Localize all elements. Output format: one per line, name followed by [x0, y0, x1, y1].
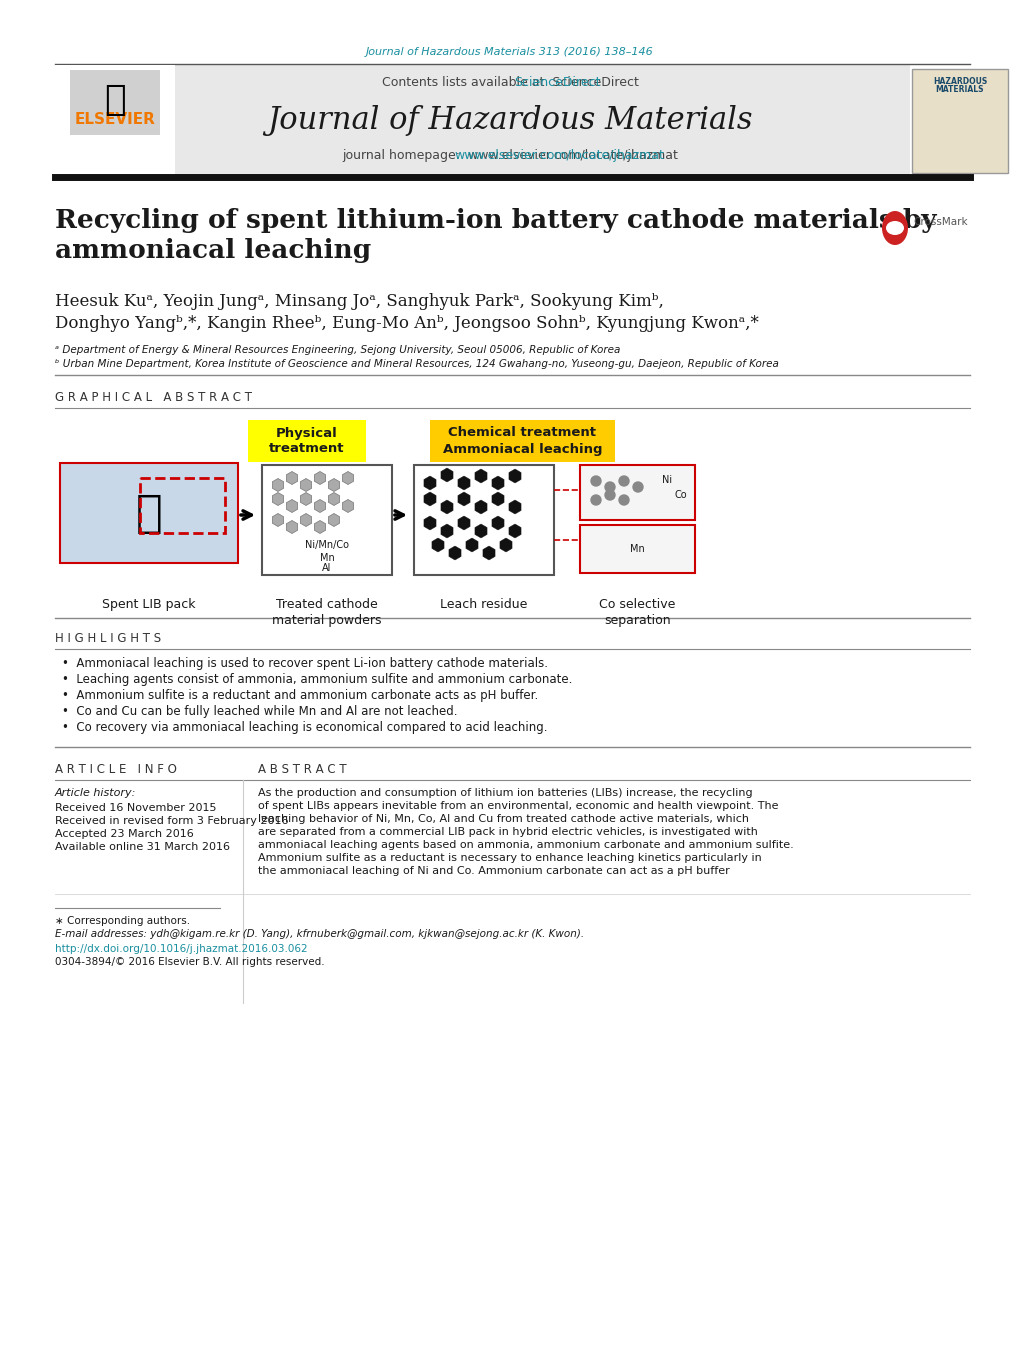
Text: Physical: Physical	[276, 427, 337, 439]
Text: Leach residue: Leach residue	[440, 598, 527, 611]
Text: journal homepage:  www.elsevier.com/locate/jhazmat: journal homepage: www.elsevier.com/locat…	[341, 149, 678, 162]
Circle shape	[604, 482, 614, 492]
Text: Contents lists available at  ScienceDirect: Contents lists available at ScienceDirec…	[381, 77, 638, 89]
Text: 0304-3894/© 2016 Elsevier B.V. All rights reserved.: 0304-3894/© 2016 Elsevier B.V. All right…	[55, 957, 324, 967]
Ellipse shape	[881, 211, 907, 245]
Text: ᵃ Department of Energy & Mineral Resources Engineering, Sejong University, Seoul: ᵃ Department of Energy & Mineral Resourc…	[55, 345, 620, 355]
Bar	[580, 526, 694, 573]
Text: Recycling of spent lithium-ion battery cathode materials by: Recycling of spent lithium-ion battery c…	[55, 208, 935, 232]
Bar	[140, 478, 225, 534]
Text: Journal of Hazardous Materials: Journal of Hazardous Materials	[267, 105, 752, 136]
Text: Al: Al	[322, 563, 331, 573]
Text: Ammonium sulfite as a reductant is necessary to enhance leaching kinetics partic: Ammonium sulfite as a reductant is neces…	[258, 852, 761, 863]
Text: H I G H L I G H T S: H I G H L I G H T S	[55, 632, 161, 644]
Text: 🚗: 🚗	[136, 492, 162, 535]
Text: Journal of Hazardous Materials 313 (2016) 138–146: Journal of Hazardous Materials 313 (2016…	[366, 47, 653, 57]
Circle shape	[619, 476, 629, 486]
Text: ᵇ Urban Mine Department, Korea Institute of Geoscience and Mineral Resources, 12: ᵇ Urban Mine Department, Korea Institute…	[55, 359, 779, 369]
Text: Received in revised form 3 February 2016: Received in revised form 3 February 2016	[55, 816, 288, 825]
Text: 🌲: 🌲	[104, 82, 125, 118]
Text: the ammoniacal leaching of Ni and Co. Ammonium carbonate can act as a pH buffer: the ammoniacal leaching of Ni and Co. Am…	[258, 866, 729, 875]
Text: Heesuk Kuᵃ, Yeojin Jungᵃ, Minsang Joᵃ, Sanghyuk Parkᵃ, Sookyung Kimᵇ,: Heesuk Kuᵃ, Yeojin Jungᵃ, Minsang Joᵃ, S…	[55, 293, 663, 309]
Bar	[414, 465, 553, 576]
Text: of spent LIBs appears inevitable from an environmental, economic and health view: of spent LIBs appears inevitable from an…	[258, 801, 777, 811]
Text: A R T I C L E   I N F O: A R T I C L E I N F O	[55, 763, 176, 775]
Bar	[248, 420, 366, 462]
Text: A B S T R A C T: A B S T R A C T	[258, 763, 346, 775]
Text: G R A P H I C A L   A B S T R A C T: G R A P H I C A L A B S T R A C T	[55, 390, 252, 404]
Text: Mn: Mn	[319, 553, 334, 563]
Text: Mn: Mn	[630, 544, 644, 554]
Text: Ni: Ni	[661, 476, 672, 485]
Text: Article history:: Article history:	[55, 788, 137, 798]
Ellipse shape	[886, 222, 903, 235]
Text: ∗ Corresponding authors.: ∗ Corresponding authors.	[55, 916, 190, 925]
Text: Chemical treatment: Chemical treatment	[448, 427, 596, 439]
Text: Received 16 November 2015: Received 16 November 2015	[55, 802, 216, 813]
Text: www.elsevier.com/locate/jhazmat: www.elsevier.com/locate/jhazmat	[453, 149, 663, 162]
Text: CrossMark: CrossMark	[912, 218, 967, 227]
Text: Spent LIB pack: Spent LIB pack	[102, 598, 196, 611]
Text: E-mail addresses: ydh@kigam.re.kr (D. Yang), kfrnuberk@gmail.com, kjkwan@sejong.: E-mail addresses: ydh@kigam.re.kr (D. Ya…	[55, 929, 584, 939]
Text: Ammoniacal leaching: Ammoniacal leaching	[442, 443, 601, 455]
Text: As the production and consumption of lithium ion batteries (LIBs) increase, the : As the production and consumption of lit…	[258, 788, 752, 798]
Bar	[911, 69, 1007, 173]
Circle shape	[590, 476, 600, 486]
Text: leaching behavior of Ni, Mn, Co, Al and Cu from treated cathode active materials: leaching behavior of Ni, Mn, Co, Al and …	[258, 815, 748, 824]
Text: ammoniacal leaching: ammoniacal leaching	[55, 238, 371, 263]
Bar	[70, 70, 160, 135]
Text: treatment: treatment	[269, 443, 344, 455]
Text: http://dx.doi.org/10.1016/j.jhazmat.2016.03.062: http://dx.doi.org/10.1016/j.jhazmat.2016…	[55, 944, 308, 954]
Text: Co selective
separation: Co selective separation	[599, 598, 675, 627]
Text: Available online 31 March 2016: Available online 31 March 2016	[55, 842, 229, 852]
Text: •  Co and Cu can be fully leached while Mn and Al are not leached.: • Co and Cu can be fully leached while M…	[62, 705, 458, 717]
Text: Donghyo Yangᵇ,*, Kangin Rheeᵇ, Eung-Mo Anᵇ, Jeongsoo Sohnᵇ, Kyungjung Kwonᵃ,*: Donghyo Yangᵇ,*, Kangin Rheeᵇ, Eung-Mo A…	[55, 315, 758, 332]
Text: Treated cathode
material powders: Treated cathode material powders	[272, 598, 381, 627]
Text: MATERIALS: MATERIALS	[934, 85, 983, 95]
Circle shape	[604, 490, 614, 500]
Bar	[262, 465, 391, 576]
Bar	[430, 420, 614, 462]
Text: ScienceDirect: ScienceDirect	[514, 77, 599, 89]
Text: •  Ammoniacal leaching is used to recover spent Li-ion battery cathode materials: • Ammoniacal leaching is used to recover…	[62, 657, 547, 670]
Bar	[55, 65, 175, 177]
Circle shape	[590, 494, 600, 505]
Bar	[55, 65, 909, 177]
Text: ELSEVIER: ELSEVIER	[74, 112, 155, 127]
Text: ammoniacal leaching agents based on ammonia, ammonium carbonate and ammonium sul: ammoniacal leaching agents based on ammo…	[258, 840, 793, 850]
Text: •  Co recovery via ammoniacal leaching is economical compared to acid leaching.: • Co recovery via ammoniacal leaching is…	[62, 721, 547, 734]
Bar	[580, 465, 694, 520]
Text: Co: Co	[674, 490, 687, 500]
Bar	[60, 463, 237, 563]
Text: •  Leaching agents consist of ammonia, ammonium sulfite and ammonium carbonate.: • Leaching agents consist of ammonia, am…	[62, 673, 572, 686]
Text: Ni/Mn/Co: Ni/Mn/Co	[305, 540, 348, 550]
Text: are separated from a commercial LIB pack in hybrid electric vehicles, is investi: are separated from a commercial LIB pack…	[258, 827, 757, 838]
Circle shape	[633, 482, 642, 492]
Text: Accepted 23 March 2016: Accepted 23 March 2016	[55, 830, 194, 839]
Text: •  Ammonium sulfite is a reductant and ammonium carbonate acts as pH buffer.: • Ammonium sulfite is a reductant and am…	[62, 689, 538, 703]
Circle shape	[619, 494, 629, 505]
Text: HAZARDOUS: HAZARDOUS	[932, 77, 986, 85]
